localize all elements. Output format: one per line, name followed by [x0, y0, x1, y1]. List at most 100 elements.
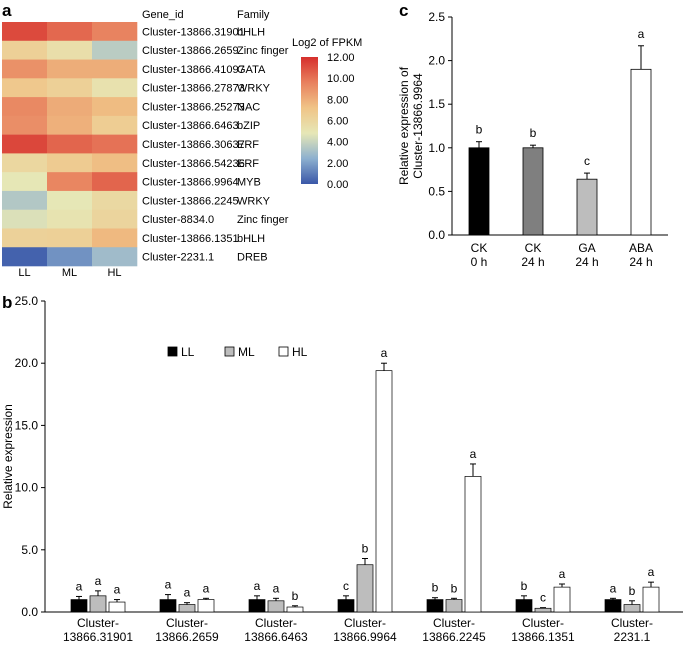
chart-b-bar	[375, 370, 393, 613]
chart-b-significance-letter: a	[203, 581, 210, 595]
chart-b-y-tick-label: 25.0	[15, 294, 39, 308]
chart-b-significance-letter: b	[362, 542, 369, 556]
heatmap-family-label: WRKY	[237, 195, 271, 207]
heatmap-gene-label: Cluster-13866.1351	[142, 233, 239, 245]
chart-b-significance-letter: a	[95, 574, 102, 588]
colorbar-ticks: 12.00 10.00 8.00 6.00 4.00 2.00 0.00	[327, 52, 355, 191]
colorbar-title: Log2 of FPKM	[292, 37, 362, 49]
chart-b-bar	[159, 599, 177, 613]
chart-b-significance-letter: b	[521, 579, 528, 593]
heatmap-family-label: ERF	[237, 139, 259, 151]
heatmap-cell	[2, 97, 48, 117]
chart-c-y-tick-label: 1.5	[428, 97, 445, 111]
chart-b-y-tick-label: 15.0	[15, 418, 39, 432]
heatmap-gene-label: Cluster-13866.54236	[142, 158, 245, 170]
chart-b-bar	[178, 604, 196, 613]
chart-b-legend-swatch	[278, 346, 289, 357]
chart-b-x-tick-label: Cluster-	[522, 616, 564, 630]
heatmap-cell	[92, 40, 138, 60]
heatmap-family-label: WRKY	[237, 83, 271, 95]
heatmap-cell	[47, 59, 93, 79]
chart-b-significance-letter: a	[610, 581, 617, 595]
chart-c-bar	[522, 147, 544, 236]
chart-b-bar	[286, 606, 304, 613]
colorbar-tick-label: 8.00	[327, 94, 348, 106]
heatmap-column-label: ML	[62, 267, 77, 279]
heatmap-cell	[47, 209, 93, 229]
heatmap-panel: Gene_id Family Cluster-13866.31901bHLHCl…	[2, 9, 362, 279]
chart-c-y-tick-label: 2.0	[428, 54, 445, 68]
heatmap-gene-label: Cluster-2231.1	[142, 252, 214, 264]
chart-c-x-tick-label: 0 h	[471, 255, 488, 269]
chart-c-x-tick-label: CK	[471, 241, 488, 255]
chart-c-significance-letter: b	[530, 126, 537, 140]
chart-b-significance-letter: a	[165, 578, 172, 592]
chart-b-x-tick-label: 13866.9964	[333, 630, 397, 644]
chart-b-bar	[445, 599, 463, 613]
chart-c-y-tick-label: 0.5	[428, 184, 445, 198]
chart-b-bar	[70, 599, 88, 613]
heatmap-cell	[2, 115, 48, 135]
chart-b-y-tick-label: 5.0	[21, 543, 38, 557]
chart-c-x-tick-label: ABA	[629, 241, 653, 255]
colorbar-tick-label: 6.00	[327, 116, 348, 128]
heatmap-gene-label: Cluster-13866.2659	[142, 45, 239, 57]
heatmap-cell	[47, 134, 93, 154]
heatmap-family-label: bHLH	[237, 26, 265, 38]
chart-c-x-tick-label: CK	[525, 241, 542, 255]
chart-c-significance-letter: a	[638, 27, 645, 41]
heatmap-cell	[92, 115, 138, 135]
heatmap-cell	[47, 172, 93, 192]
heatmap-family-label: NAC	[237, 101, 260, 113]
heatmap-cell	[92, 228, 138, 248]
colorbar-tick-label: 4.00	[327, 137, 348, 149]
heatmap-cell	[47, 97, 93, 117]
chart-c-y-tick-label: 2.5	[428, 10, 445, 24]
heatmap-cell	[2, 247, 48, 267]
chart-b-legend: LL ML HL	[167, 345, 308, 359]
chart-b-legend-label: LL	[181, 345, 195, 359]
heatmap-gene-label: Cluster-13866.30637	[142, 139, 245, 151]
chart-c-bar	[468, 147, 490, 236]
colorbar	[301, 57, 318, 184]
chart-b-x-tick-label: Cluster-	[344, 616, 386, 630]
chart-b-x-tick-label: Cluster-	[255, 616, 297, 630]
chart-b-significance-letter: b	[629, 584, 636, 598]
heatmap-column-labels: LL ML HL	[18, 267, 121, 279]
chart-b-significance-letter: a	[254, 579, 261, 593]
heatmap-family-label: bZIP	[237, 120, 260, 132]
chart-b-bar	[108, 601, 126, 613]
chart-b-significance-letter: a	[114, 583, 121, 597]
heatmap-family-label: ERF	[237, 158, 259, 170]
chart-c-significance-letter: b	[476, 123, 483, 137]
heatmap-cell	[47, 78, 93, 98]
heatmap-cell	[2, 190, 48, 210]
heatmap-gene-label: Cluster-13866.27873	[142, 83, 245, 95]
heatmap-cell	[47, 115, 93, 135]
chart-b-x-tick-label: 13866.31901	[63, 630, 133, 644]
chart-c-x-tick-label: 24 h	[575, 255, 598, 269]
chart-c-x-tick-label: 24 h	[629, 255, 652, 269]
chart-b-y-tick-label: 0.0	[21, 605, 38, 619]
heatmap-cell	[92, 172, 138, 192]
chart-c-bar	[630, 68, 652, 236]
chart-b-y-tick-label: 10.0	[15, 481, 39, 495]
heatmap-cell	[47, 190, 93, 210]
chart-b-significance-letter: a	[559, 567, 566, 581]
heatmap-column-label: HL	[107, 267, 121, 279]
chart-b-significance-letter: a	[470, 447, 477, 461]
chart-b-x-tick-label: 13866.1351	[511, 630, 575, 644]
chart-b-significance-letter: a	[76, 579, 83, 593]
heatmap-header-gene-id: Gene_id	[142, 9, 184, 21]
heatmap-cell	[47, 228, 93, 248]
heatmap-cell	[92, 22, 138, 42]
heatmap-cell	[92, 209, 138, 229]
chart-b-significance-letter: b	[432, 581, 439, 595]
chart-b-significance-letter: c	[540, 591, 546, 605]
chart-b-bar	[515, 599, 533, 613]
chart-b-legend-swatch	[167, 346, 178, 357]
chart-b-x-tick-label: 2231.1	[614, 630, 651, 644]
heatmap-gene-label: Cluster-13866.2245	[142, 195, 239, 207]
chart-b-y-label: Relative expression	[1, 404, 15, 509]
